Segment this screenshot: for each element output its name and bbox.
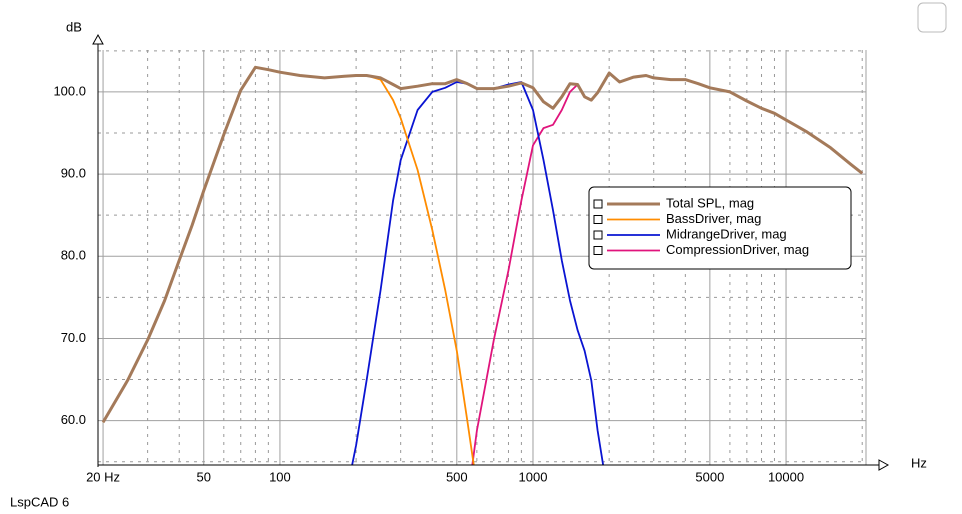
plot-lines <box>101 65 864 465</box>
x-tick-label: 10000 <box>768 469 804 484</box>
y-axis-label: dB <box>66 19 82 34</box>
x-tick-label: 5000 <box>695 469 724 484</box>
corner-button[interactable] <box>917 2 947 33</box>
x-axis-arrow <box>878 459 890 471</box>
legend-checkbox <box>593 230 603 240</box>
y-tick-label: 60.0 <box>61 412 86 427</box>
series-line <box>471 72 863 465</box>
y-tick-label: 70.0 <box>61 330 86 345</box>
legend-checkbox <box>593 215 603 224</box>
x-tick-label: 20 Hz <box>86 469 120 484</box>
x-tick-label: 50 <box>197 469 211 484</box>
x-tick-label: 100 <box>269 469 291 484</box>
series-line <box>101 65 864 424</box>
legend-checkbox <box>593 199 603 209</box>
x-tick-label: 500 <box>446 469 468 484</box>
legend-label: BassDriver, mag <box>666 211 761 226</box>
legend-label: CompressionDriver, mag <box>666 242 809 257</box>
y-axis-arrow <box>92 33 104 45</box>
app-title: LspCAD 6 <box>10 494 69 509</box>
legend-label: MidrangeDriver, mag <box>666 226 787 241</box>
legend-label: Total SPL, mag <box>666 195 754 210</box>
x-tick-label: 1000 <box>519 469 548 484</box>
series-line <box>102 66 475 465</box>
legend-checkbox <box>593 246 603 255</box>
y-tick-label: 100.0 <box>53 83 86 98</box>
legend-box <box>588 186 852 270</box>
y-tick-label: 90.0 <box>61 166 86 181</box>
y-tick-label: 80.0 <box>61 248 86 263</box>
x-axis-label: Hz <box>911 455 927 470</box>
